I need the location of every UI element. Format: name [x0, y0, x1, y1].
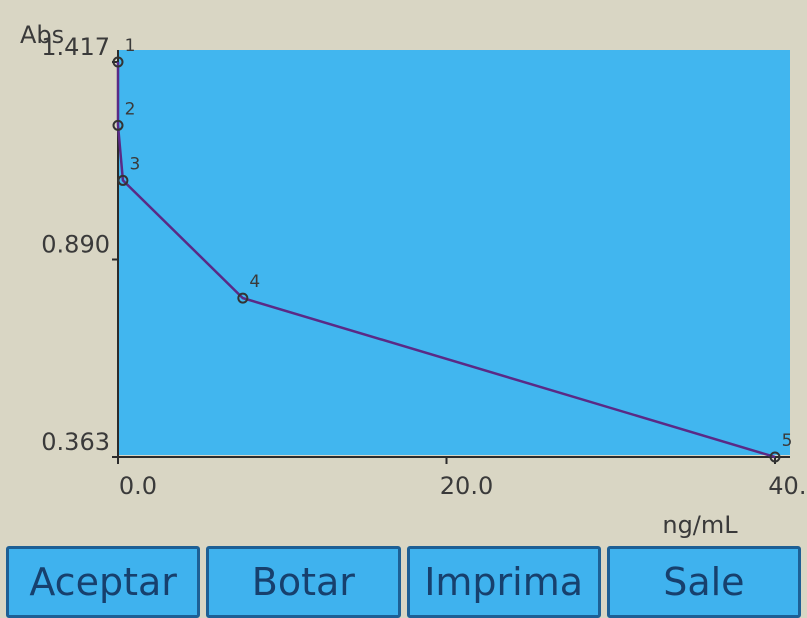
softkey-button[interactable]: Botar [206, 546, 400, 618]
instrument-screen: Abs ng/mL 0.3630.8901.4170.020.040.01234… [0, 0, 807, 618]
x-axis-label: ng/mL [662, 511, 738, 539]
point-label: 2 [125, 99, 136, 119]
point-label: 3 [130, 154, 141, 174]
point-label: 5 [782, 431, 793, 451]
chart: Abs ng/mL 0.3630.8901.4170.020.040.01234… [0, 0, 807, 545]
softkey-button[interactable]: Imprima [407, 546, 601, 618]
point-label: 1 [125, 36, 136, 56]
softkey-button[interactable]: Aceptar [6, 546, 200, 618]
y-tick-label: 1.417 [41, 33, 110, 61]
plot-area [118, 50, 790, 455]
softkey-button[interactable]: Sale [607, 546, 801, 618]
y-tick-label: 0.890 [41, 231, 110, 259]
y-tick-label: 0.363 [41, 428, 110, 456]
point-label: 4 [249, 272, 260, 292]
x-tick-label: 0.0 [119, 472, 157, 500]
x-tick-label: 40.0 [768, 472, 807, 500]
x-tick-label: 20.0 [440, 472, 493, 500]
